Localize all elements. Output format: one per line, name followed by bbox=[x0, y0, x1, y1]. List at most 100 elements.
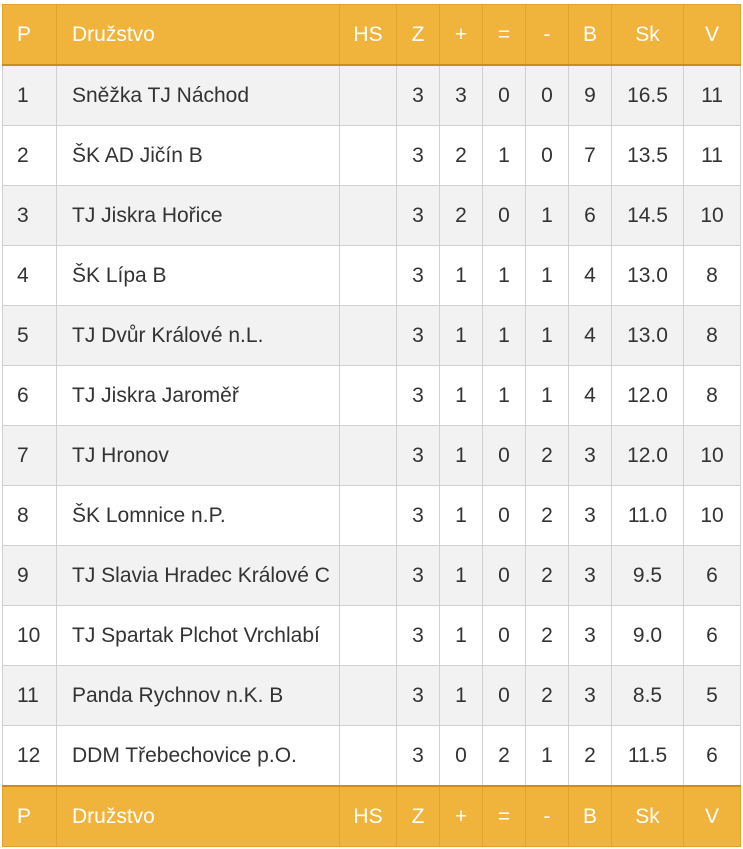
cell-draws: 0 bbox=[482, 665, 526, 726]
cell-games: 3 bbox=[396, 605, 440, 666]
cell-games: 3 bbox=[396, 245, 440, 306]
cell-points: 3 bbox=[568, 425, 612, 486]
cell-team: TJ Jiskra Hořice bbox=[56, 185, 340, 246]
cell-losses: 0 bbox=[525, 64, 569, 126]
cell-games: 3 bbox=[396, 365, 440, 426]
table-row: 7 TJ Hronov 3 1 0 2 3 12.0 10 bbox=[2, 425, 741, 486]
cell-score: 13.0 bbox=[611, 305, 684, 366]
table-row: 8 ŠK Lomnice n.P. 3 1 0 2 3 11.0 10 bbox=[2, 485, 741, 546]
header-points: B bbox=[568, 4, 612, 66]
table-row: 12 DDM Třebechovice p.O. 3 0 2 1 2 11.5 6 bbox=[2, 725, 741, 787]
cell-score: 9.0 bbox=[611, 605, 684, 666]
cell-games: 3 bbox=[396, 305, 440, 366]
cell-wins: 3 bbox=[439, 64, 483, 126]
cell-team: ŠK Lípa B bbox=[56, 245, 340, 306]
cell-team: TJ Spartak Plchot Vrchlabí bbox=[56, 605, 340, 666]
header-games: Z bbox=[396, 4, 440, 66]
cell-score: 13.0 bbox=[611, 245, 684, 306]
cell-points: 3 bbox=[568, 485, 612, 546]
table-row: 2 ŠK AD Jičín B 3 2 1 0 7 13.5 11 bbox=[2, 125, 741, 186]
footer-hs: HS bbox=[339, 785, 397, 847]
standings-table: P Družstvo HS Z + = - B Sk V 1 Sněžka TJ … bbox=[2, 4, 741, 847]
cell-score: 11.0 bbox=[611, 485, 684, 546]
table-row: 11 Panda Rychnov n.K. B 3 1 0 2 3 8.5 5 bbox=[2, 665, 741, 726]
cell-points: 4 bbox=[568, 305, 612, 366]
cell-team: ŠK Lomnice n.P. bbox=[56, 485, 340, 546]
cell-draws: 0 bbox=[482, 605, 526, 666]
cell-score: 14.5 bbox=[611, 185, 684, 246]
cell-wins: 1 bbox=[439, 305, 483, 366]
cell-team: TJ Slavia Hradec Králové C bbox=[56, 545, 340, 606]
cell-games: 3 bbox=[396, 665, 440, 726]
cell-score: 12.0 bbox=[611, 425, 684, 486]
header-losses: - bbox=[525, 4, 569, 66]
cell-wins: 0 bbox=[439, 725, 483, 787]
cell-draws: 1 bbox=[482, 305, 526, 366]
cell-points: 3 bbox=[568, 665, 612, 726]
cell-wins: 2 bbox=[439, 125, 483, 186]
cell-v: 10 bbox=[683, 485, 741, 546]
cell-position: 11 bbox=[2, 665, 57, 726]
table-row: 6 TJ Jiskra Jaroměř 3 1 1 1 4 12.0 8 bbox=[2, 365, 741, 426]
cell-draws: 0 bbox=[482, 185, 526, 246]
cell-wins: 1 bbox=[439, 545, 483, 606]
cell-hs bbox=[339, 605, 397, 666]
cell-hs bbox=[339, 365, 397, 426]
cell-team: TJ Hronov bbox=[56, 425, 340, 486]
cell-games: 3 bbox=[396, 64, 440, 126]
cell-v: 11 bbox=[683, 64, 741, 126]
cell-losses: 1 bbox=[525, 725, 569, 787]
cell-games: 3 bbox=[396, 725, 440, 787]
header-wins: + bbox=[439, 4, 483, 66]
cell-team: TJ Dvůr Králové n.L. bbox=[56, 305, 340, 366]
cell-wins: 1 bbox=[439, 665, 483, 726]
cell-losses: 1 bbox=[525, 185, 569, 246]
cell-points: 4 bbox=[568, 365, 612, 426]
cell-score: 9.5 bbox=[611, 545, 684, 606]
cell-hs bbox=[339, 305, 397, 366]
cell-position: 3 bbox=[2, 185, 57, 246]
cell-v: 6 bbox=[683, 545, 741, 606]
cell-v: 5 bbox=[683, 665, 741, 726]
table-body: 1 Sněžka TJ Náchod 3 3 0 0 9 16.5 11 2 ŠK AD Jičín… bbox=[2, 64, 741, 787]
cell-hs bbox=[339, 125, 397, 186]
cell-wins: 1 bbox=[439, 605, 483, 666]
cell-games: 3 bbox=[396, 425, 440, 486]
footer-team: Družstvo bbox=[56, 785, 340, 847]
cell-games: 3 bbox=[396, 185, 440, 246]
cell-points: 3 bbox=[568, 545, 612, 606]
cell-losses: 1 bbox=[525, 245, 569, 306]
cell-points: 6 bbox=[568, 185, 612, 246]
cell-position: 9 bbox=[2, 545, 57, 606]
cell-wins: 2 bbox=[439, 185, 483, 246]
cell-team: TJ Jiskra Jaroměř bbox=[56, 365, 340, 426]
cell-points: 4 bbox=[568, 245, 612, 306]
cell-games: 3 bbox=[396, 545, 440, 606]
header-position: P bbox=[2, 4, 57, 66]
cell-wins: 1 bbox=[439, 485, 483, 546]
cell-losses: 2 bbox=[525, 665, 569, 726]
table-row: 3 TJ Jiskra Hořice 3 2 0 1 6 14.5 10 bbox=[2, 185, 741, 246]
cell-points: 7 bbox=[568, 125, 612, 186]
header-row: P Družstvo HS Z + = - B Sk V bbox=[2, 4, 741, 66]
cell-draws: 0 bbox=[482, 425, 526, 486]
cell-losses: 1 bbox=[525, 305, 569, 366]
cell-v: 10 bbox=[683, 185, 741, 246]
cell-draws: 0 bbox=[482, 545, 526, 606]
footer-position: P bbox=[2, 785, 57, 847]
cell-score: 12.0 bbox=[611, 365, 684, 426]
cell-losses: 0 bbox=[525, 125, 569, 186]
header-v: V bbox=[683, 4, 741, 66]
cell-team: ŠK AD Jičín B bbox=[56, 125, 340, 186]
cell-score: 16.5 bbox=[611, 64, 684, 126]
cell-draws: 2 bbox=[482, 725, 526, 787]
cell-hs bbox=[339, 725, 397, 787]
table-row: 10 TJ Spartak Plchot Vrchlabí 3 1 0 2 3 9.0 6 bbox=[2, 605, 741, 666]
cell-position: 5 bbox=[2, 305, 57, 366]
cell-score: 13.5 bbox=[611, 125, 684, 186]
header-score: Sk bbox=[611, 4, 684, 66]
cell-games: 3 bbox=[396, 485, 440, 546]
cell-hs bbox=[339, 545, 397, 606]
footer-score: Sk bbox=[611, 785, 684, 847]
cell-losses: 2 bbox=[525, 425, 569, 486]
